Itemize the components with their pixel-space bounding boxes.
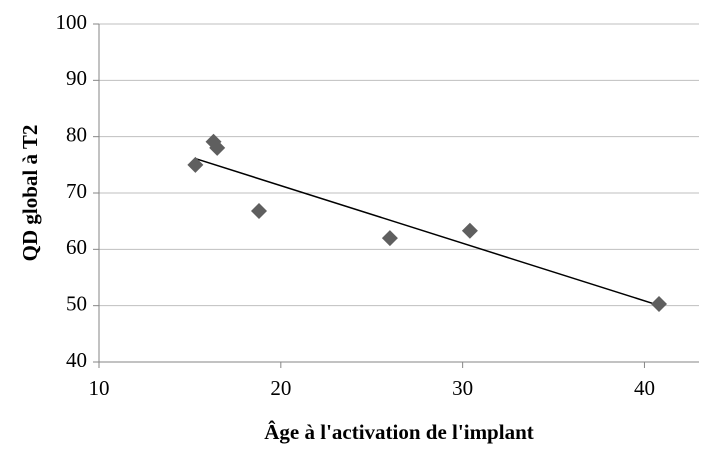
- trendline: [195, 157, 660, 307]
- x-tick-label: 10: [89, 376, 110, 400]
- x-axis-title: Âge à l'activation de l'implant: [264, 420, 534, 444]
- y-tick-label: 90: [66, 66, 87, 90]
- y-tick-label: 100: [56, 10, 88, 34]
- y-tick-label: 70: [66, 179, 87, 203]
- x-tick-label: 20: [270, 376, 291, 400]
- x-tick-label: 30: [452, 376, 473, 400]
- point: [209, 139, 226, 156]
- point: [651, 295, 667, 312]
- point: [461, 222, 478, 239]
- point: [381, 230, 398, 247]
- y-tick-label: 50: [66, 291, 87, 315]
- point: [251, 203, 267, 220]
- point: [187, 156, 204, 173]
- y-tick-label: 40: [66, 348, 87, 372]
- y-tick-label: 80: [66, 122, 87, 146]
- x-tick-label: 40: [634, 376, 655, 400]
- y-axis-title: QD global à T2: [18, 125, 42, 262]
- y-tick-label: 60: [66, 235, 87, 259]
